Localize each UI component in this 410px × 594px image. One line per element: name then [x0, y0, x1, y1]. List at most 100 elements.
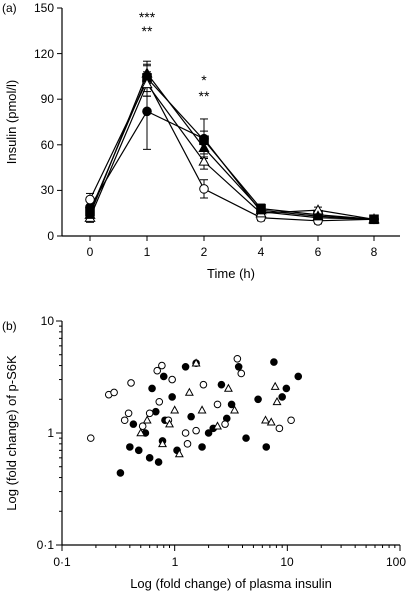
data-point [85, 194, 95, 205]
significance-annotation: ** [199, 88, 210, 104]
y-tick-label: 150 [34, 1, 54, 15]
x-tick-label: 0·1 [53, 555, 71, 569]
scatter-point [168, 375, 176, 384]
scatter-point [242, 434, 250, 442]
scatter-point [170, 405, 180, 414]
scatter-point [86, 434, 95, 442]
scatter-point [151, 407, 160, 416]
scatter-point [134, 446, 143, 455]
scatter-point [278, 393, 286, 401]
y-tick-label: 0 [47, 229, 54, 243]
scatter-point [287, 416, 295, 425]
y-tick-label: 90 [41, 92, 55, 106]
scatter-point [116, 469, 125, 477]
scatter-point [154, 458, 163, 466]
panel-b-minor-ticks [56, 320, 401, 551]
scatter-point [129, 420, 138, 428]
scatter-point [187, 412, 195, 421]
scatter-point [136, 428, 146, 437]
scatter-point [183, 440, 192, 448]
scatter-point [142, 415, 152, 424]
scatter-point [230, 405, 240, 414]
significance-annotation: * [201, 72, 207, 88]
scatter-point [168, 393, 176, 401]
scatter-point [148, 384, 156, 393]
scatter-point [275, 424, 284, 433]
y-tick-label: 1 [47, 426, 54, 440]
scatter-point [184, 387, 194, 396]
panel-a-y-label: Insulin (pmol/l) [4, 80, 19, 165]
scatter-point [198, 443, 206, 451]
scatter-point [120, 416, 129, 425]
y-tick-label: 120 [34, 47, 54, 61]
scatter-point [155, 397, 164, 406]
panel-a-plot [84, 60, 380, 226]
data-point [255, 204, 267, 215]
x-tick-label: 1 [144, 245, 151, 259]
scatter-point [270, 381, 280, 390]
scatter-point [282, 384, 291, 393]
x-tick-label: 1 [172, 555, 179, 569]
panel-a-label: (a) [2, 1, 17, 15]
scatter-point [233, 354, 242, 363]
x-tick-label: 100 [386, 555, 406, 569]
panel-b-y-ticks: 0·1 1 10 [37, 314, 55, 552]
scatter-point [261, 415, 270, 424]
panel-b-x-label: Log (fold change) of plasma insulin [130, 576, 332, 591]
data-point [141, 67, 153, 78]
x-tick-label: 0 [87, 245, 94, 259]
panel-b-label: (b) [2, 319, 17, 333]
data-point [141, 78, 153, 89]
scatter-point [237, 369, 246, 378]
series-line [89, 79, 375, 222]
scatter-point [174, 449, 184, 458]
scatter-point [266, 417, 276, 426]
scatter-point [213, 421, 222, 430]
scatter-point [158, 439, 167, 448]
scatter-point [213, 400, 222, 409]
panel-a: (a) 0 30 60 90 120 150 0 1 2 4 6 8 [2, 1, 400, 281]
scatter-point [145, 409, 154, 418]
scatter-point [127, 379, 135, 387]
x-tick-label: 8 [371, 245, 378, 259]
panel-b: (b) 0·1 1 10 0·1 1 10 100 Log (fold chan… [2, 314, 406, 591]
panel-b-x-ticks: 0·1 1 10 100 [53, 555, 406, 569]
scatter-point [126, 443, 134, 451]
data-point [368, 213, 380, 224]
scatter-point [138, 422, 147, 431]
scatter-point [262, 443, 271, 451]
scatter-point [204, 429, 213, 437]
x-tick-label: 6 [315, 245, 322, 259]
panel-a-x-ticks: 0 1 2 4 6 8 [87, 236, 378, 259]
x-tick-label: 10 [280, 555, 294, 569]
data-point [198, 141, 210, 152]
series-line [89, 72, 375, 220]
panel-b-plot [86, 354, 303, 477]
scatter-point [254, 395, 262, 404]
scatter-point [110, 388, 118, 397]
scatter-point [191, 358, 201, 367]
scatter-point [153, 366, 162, 375]
panel-a-y-ticks: 0 30 60 90 120 150 [34, 1, 62, 243]
y-tick-label: 60 [41, 138, 55, 152]
series-line [89, 76, 375, 220]
scatter-point [181, 429, 190, 437]
scatter-point [272, 396, 282, 406]
data-point [142, 106, 152, 117]
y-tick-label: 0·1 [37, 538, 55, 552]
scatter-point [159, 372, 168, 381]
panel-a-x-label: Time (h) [207, 266, 255, 281]
scatter-point [227, 400, 236, 409]
scatter-point [221, 420, 229, 428]
data-point [199, 184, 209, 194]
panel-b-y-label: Log (fold change) of p-S6K [4, 355, 19, 511]
x-tick-label: 2 [201, 245, 208, 259]
scatter-point [217, 380, 226, 389]
data-point [198, 155, 210, 166]
significance-annotation: ** [142, 23, 153, 39]
significance-annotation: *** [139, 9, 156, 25]
data-point [84, 208, 96, 219]
y-tick-label: 30 [41, 183, 55, 197]
scatter-point [145, 454, 154, 462]
